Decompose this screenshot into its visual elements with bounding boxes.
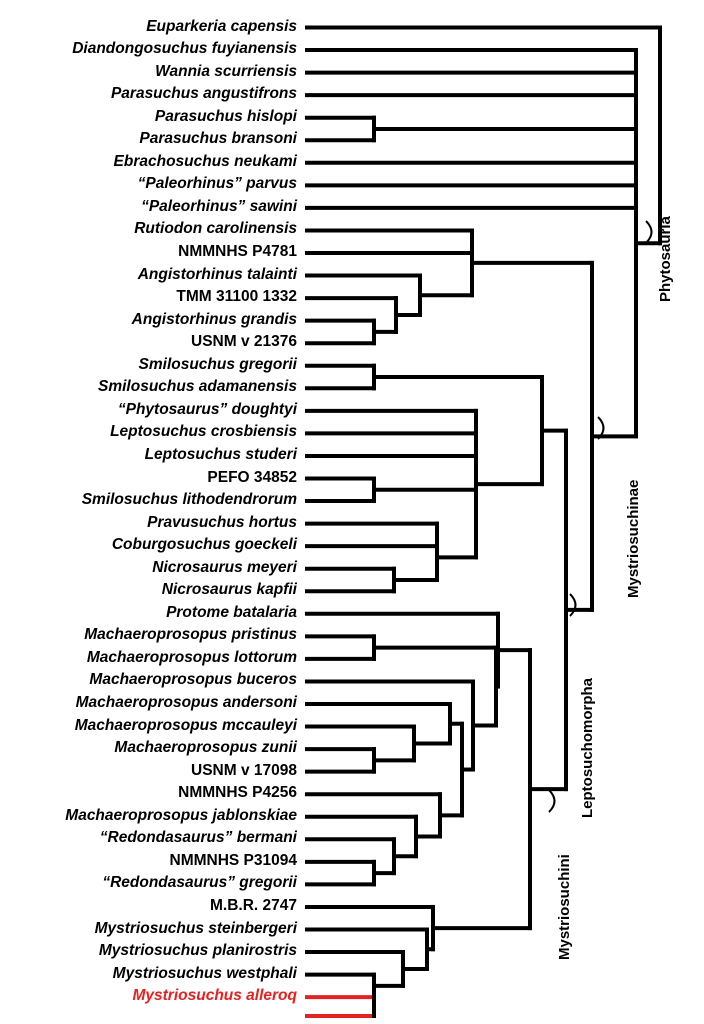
clade-label-phytosauria: Phytosauria xyxy=(657,216,674,302)
taxon-label: Euparkeria capensis xyxy=(146,17,297,35)
taxon-label: NMMNHS P31094 xyxy=(169,851,298,869)
taxon-label: “Phytosaurus” doughtyi xyxy=(117,400,297,418)
taxon-label: TMM 31100 1332 xyxy=(176,288,297,306)
taxon-label: Parasuchus angustifrons xyxy=(110,85,297,103)
taxon-label: “Paleorhinus” parvus xyxy=(137,175,297,193)
taxon-label: Angistorhinus grandis xyxy=(131,310,297,328)
taxon-label: Machaeroprosopus andersoni xyxy=(75,694,297,711)
mystriosuchini-node-marker xyxy=(548,789,556,813)
taxon-label: Ebrachosuchus neukami xyxy=(113,152,297,170)
taxon-label: Coburgosuchus goeckeli xyxy=(111,536,297,554)
phytosauria-node-marker xyxy=(645,220,653,244)
taxon-label: Machaeroprosopus lottorum xyxy=(86,648,297,666)
taxon-label: Smilosuchus lithodendrorum xyxy=(81,491,297,509)
taxon-label: Diandongosuchus fuyianensis xyxy=(72,40,297,58)
mystriosuchinae-node-marker xyxy=(597,416,605,440)
taxon-label: USNM v 21376 xyxy=(191,333,297,351)
taxon-label: Mystriosuchus steinbergeri xyxy=(94,919,297,937)
clade-label-mystriosuchinae: Mystriosuchinae xyxy=(625,479,642,598)
leptosuchomorpha-node-marker xyxy=(569,593,577,617)
taxon-label: Wannia scurriensis xyxy=(155,62,297,80)
taxon-label: Nicrosaurus meyeri xyxy=(152,558,297,576)
taxon-label: Machaeroprosopus zunii xyxy=(114,739,297,757)
taxon-label: Smilosuchus adamanensis xyxy=(98,378,297,396)
taxon-label: Machaeroprosopus mccauleyi xyxy=(74,716,297,734)
taxon-label: “Paleorhinus” sawini xyxy=(141,197,297,215)
taxon-label: Angistorhinus talainti xyxy=(137,265,297,283)
taxon-label: M.B.R. 2747 xyxy=(209,896,297,914)
taxon-label: Pravusuchus hortus xyxy=(147,513,297,531)
clade-label-mystriosuchini: Mystriosuchini xyxy=(556,854,573,960)
taxon-label: Nicrosaurus kapfii xyxy=(161,581,297,599)
taxon-label: Parasuchus hislopi xyxy=(154,107,297,125)
taxon-label: Mystriosuchus alleroq xyxy=(132,987,297,1005)
taxon-label: Mystriosuchus westphali xyxy=(112,964,297,982)
taxon-label: Leptosuchus crosbiensis xyxy=(110,423,297,441)
taxon-label: Smilosuchus gregorii xyxy=(138,355,297,373)
taxon-label: Protome batalaria xyxy=(166,603,297,621)
taxon-label: Machaeroprosopus buceros xyxy=(89,671,297,689)
taxon-label: Machaeroprosopus jablonskiae xyxy=(65,806,297,824)
clade-label-leptosuchomorpha: Leptosuchomorpha xyxy=(579,677,596,818)
taxon-label: Mystriosuchus planirostris xyxy=(98,942,297,960)
taxon-label: Parasuchus bransoni xyxy=(139,130,297,148)
taxon-label: USNM v 17098 xyxy=(191,761,297,779)
taxon-label: “Redondasaurus” bermani xyxy=(99,829,297,847)
taxon-label: Rutiodon carolinensis xyxy=(134,220,297,238)
taxon-label: NMMNHS P4781 xyxy=(178,243,297,260)
taxon-label: NMMNHS P4256 xyxy=(178,784,297,802)
taxon-label: Machaeroprosopus pristinus xyxy=(84,626,297,644)
taxon-label: PEFO 34852 xyxy=(207,468,297,486)
taxon-label: Leptosuchus studeri xyxy=(144,445,297,463)
taxon-label: “Redondasaurus” gregorii xyxy=(102,874,297,892)
